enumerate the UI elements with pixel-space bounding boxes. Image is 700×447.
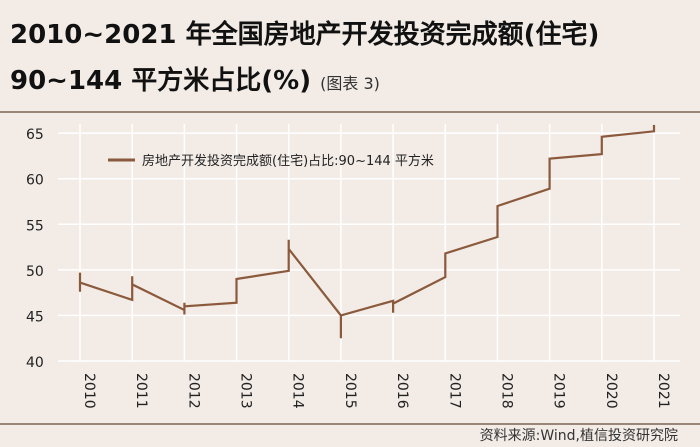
x-tick-label: 2018 <box>498 373 514 409</box>
series-layer <box>78 124 656 339</box>
x-tick-label: 2013 <box>238 373 254 409</box>
x-tick-label: 2021 <box>655 373 671 409</box>
chart-title-main: 90~144 平方米占比(%) <box>10 66 312 96</box>
chart-title-line1: 2010~2021 年全国房地产开发投资完成额(住宅) <box>10 20 600 50</box>
x-tick-label: 2016 <box>394 373 410 409</box>
y-tick-label: 40 <box>26 355 44 371</box>
x-tick-label: 2015 <box>342 373 358 409</box>
source-note: 资料来源:Wind,植信投资研究院 <box>479 428 678 444</box>
chart-title-suffix: (图表 3) <box>320 74 380 93</box>
y-axis-ticks: 40 45 50 55 60 65 <box>26 127 44 371</box>
x-tick-label: 2020 <box>603 373 619 409</box>
y-tick-label: 65 <box>26 127 44 143</box>
x-tick-label: 2010 <box>81 373 97 409</box>
y-tick-label: 45 <box>26 309 44 325</box>
legend-label: 房地产开发投资完成额(住宅)占比:90~144 平方米 <box>142 153 434 169</box>
series-line <box>78 124 656 339</box>
bottom-divider <box>0 423 700 425</box>
x-tick-label: 2019 <box>551 373 567 409</box>
grid-lines <box>58 124 680 362</box>
x-tick-label: 2011 <box>133 373 149 409</box>
x-axis-ticks: 2010 2011 2012 2013 2014 2015 2016 2017 2018 2019… <box>81 373 671 409</box>
y-tick-label: 50 <box>26 264 44 280</box>
y-tick-label: 55 <box>26 218 44 234</box>
x-tick-label: 2014 <box>290 373 306 409</box>
x-tick-label: 2012 <box>185 373 201 409</box>
y-tick-label: 60 <box>26 173 44 189</box>
chart-title-line2: 90~144 平方米占比(%) (图表 3) <box>10 60 380 97</box>
x-tick-label: 2017 <box>446 373 462 409</box>
legend: 房地产开发投资完成额(住宅)占比:90~144 平方米 <box>108 153 434 169</box>
top-divider <box>0 111 700 113</box>
